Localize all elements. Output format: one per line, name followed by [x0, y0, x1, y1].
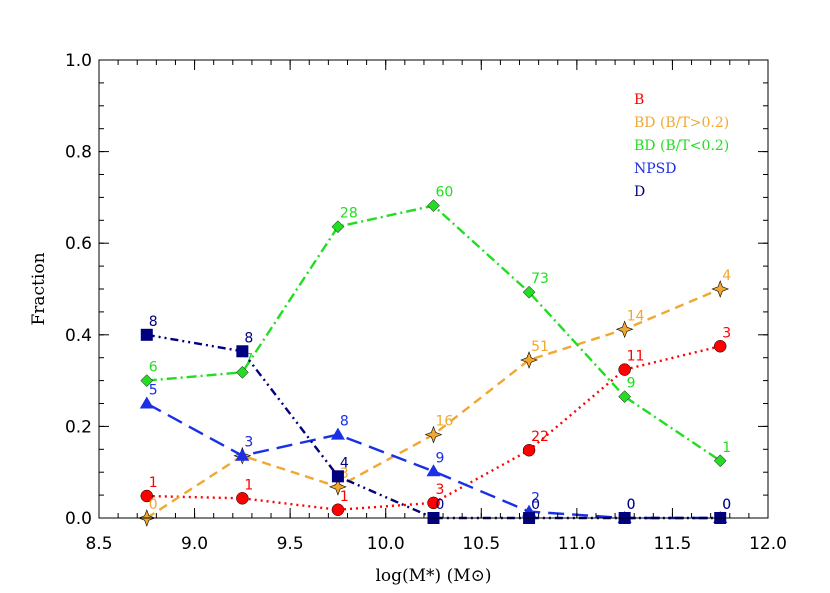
data-label: 9	[627, 376, 636, 392]
data-label: 3	[722, 325, 731, 341]
data-point	[331, 503, 345, 517]
data-point	[139, 396, 154, 409]
data-point	[522, 443, 536, 457]
data-point	[522, 285, 536, 299]
data-label: 8	[149, 314, 158, 330]
y-tick-label: 1.0	[65, 51, 92, 71]
chart-axes: 8.5 9.0 9.5 10.0 10.5 11.0 11.5 12.00.00.20.40.…	[65, 51, 787, 554]
data-label: 3	[340, 466, 349, 482]
x-tick-label: 10.5	[462, 534, 500, 554]
data-label: 3	[244, 435, 253, 451]
data-label: 2	[531, 491, 540, 507]
data-label: 3	[436, 482, 445, 498]
x-tick-label: 11.5	[653, 534, 691, 554]
data-label: 0	[531, 497, 540, 513]
x-tick-label: 12.0	[749, 534, 787, 554]
series-d: 8 8 4 0 0 0 0	[140, 314, 731, 524]
data-point	[711, 280, 730, 298]
x-axis-label: log(M*) (M⊙)	[375, 566, 491, 586]
data-label: 1	[340, 489, 349, 505]
data-point	[424, 425, 443, 444]
data-label: 9	[436, 450, 445, 466]
x-tick-label: 9.5	[277, 534, 304, 554]
x-tick-label: 9.0	[181, 534, 208, 554]
x-tick-label: 10.0	[367, 534, 405, 554]
x-tick-label: 8.5	[85, 534, 112, 554]
y-tick-label: 0.8	[65, 143, 92, 163]
data-point	[426, 464, 441, 477]
y-tick-label: 0.4	[65, 326, 92, 346]
data-label: 0	[627, 497, 636, 513]
data-label: 1	[149, 475, 158, 491]
data-label: 0	[149, 497, 158, 513]
data-label: 0	[722, 497, 731, 513]
data-point	[713, 454, 727, 468]
series-line	[146, 204, 721, 462]
data-label: 4	[722, 268, 731, 284]
data-label: 28	[340, 206, 358, 222]
chart-legend: B BD (B/T>0.2) BD (B/T<0.2) NPSD D	[634, 92, 729, 200]
y-axis-label: Fraction	[29, 252, 49, 325]
data-label: 8	[244, 330, 253, 346]
data-point	[236, 492, 249, 505]
data-label: 0	[436, 497, 445, 513]
data-point	[140, 374, 154, 387]
data-label: 4	[340, 455, 349, 471]
data-label: 73	[531, 271, 549, 287]
data-point	[427, 199, 440, 212]
data-point	[236, 345, 249, 358]
legend-entry: BD (B/T>0.2)	[634, 115, 729, 131]
data-label: 60	[436, 185, 454, 201]
data-point	[520, 351, 538, 369]
data-point	[615, 320, 634, 339]
data-label: 22	[531, 429, 549, 445]
data-point	[235, 448, 250, 461]
x-tick-label: 11.0	[558, 534, 596, 554]
data-point	[618, 363, 631, 376]
y-tick-label: 0.2	[65, 417, 92, 437]
data-point	[618, 390, 631, 403]
data-label: 3	[244, 435, 253, 451]
data-label: 6	[149, 360, 158, 376]
data-point	[329, 478, 347, 496]
legend-entry: NPSD	[634, 161, 677, 177]
y-tick-label: 0.6	[65, 234, 92, 254]
data-label: 5	[149, 383, 158, 399]
data-label: 11	[627, 349, 645, 365]
legend-entry: B	[634, 92, 644, 108]
data-point	[140, 489, 154, 503]
data-point	[713, 340, 727, 353]
data-label: 1	[722, 440, 731, 456]
data-label: 8	[340, 414, 349, 430]
data-point	[236, 366, 249, 379]
legend-entry: D	[634, 184, 645, 200]
data-label: 7	[244, 351, 253, 367]
data-point	[140, 328, 153, 341]
data-label: 14	[627, 308, 645, 324]
data-point	[330, 427, 345, 440]
data-label: 51	[531, 339, 549, 355]
data-point	[331, 220, 345, 234]
data-label: 1	[244, 477, 253, 493]
data-point	[427, 496, 440, 510]
data-label: 0	[722, 497, 731, 513]
data-label: 16	[436, 414, 454, 430]
series-bd-b-t-0-2: 6 7 28 60 73 9 1	[140, 185, 731, 468]
data-label: 0	[627, 497, 636, 513]
data-point	[331, 470, 344, 483]
legend-entry: BD (B/T<0.2)	[634, 138, 729, 154]
y-tick-label: 0.0	[65, 509, 92, 529]
